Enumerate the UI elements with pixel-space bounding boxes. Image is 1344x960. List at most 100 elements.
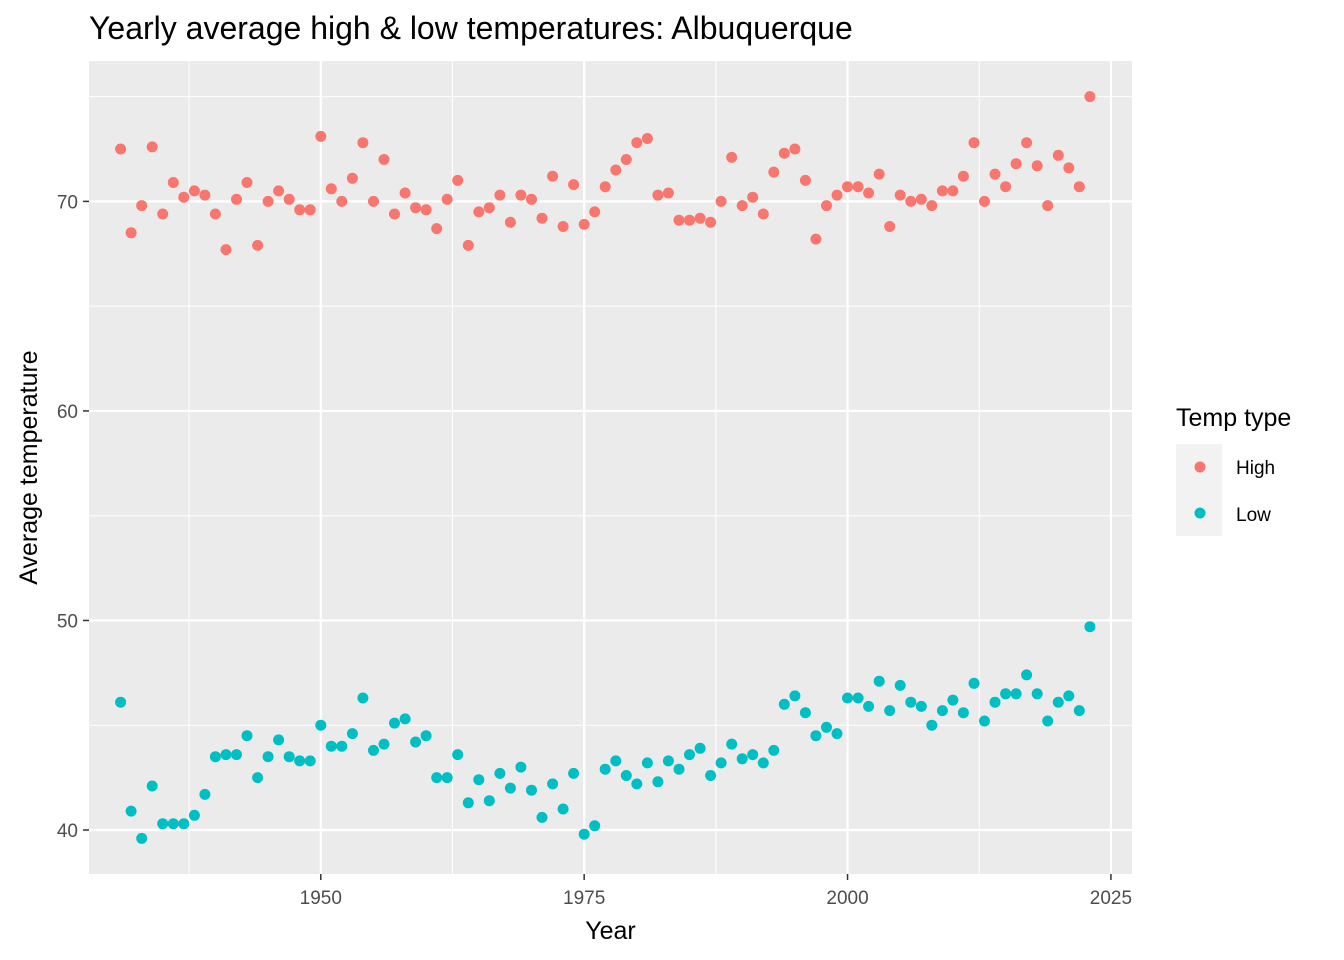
- point-low: [852, 692, 864, 704]
- point-low: [652, 776, 664, 788]
- y-tick-label: 50: [57, 611, 78, 632]
- point-low: [1063, 690, 1075, 702]
- point-high: [852, 181, 864, 193]
- point-low: [389, 717, 400, 729]
- point-high: [568, 179, 580, 191]
- point-high: [304, 204, 316, 216]
- point-high: [167, 177, 179, 188]
- point-low: [167, 818, 179, 830]
- point-low: [125, 805, 137, 817]
- point-low: [357, 692, 369, 704]
- point-high: [747, 191, 759, 203]
- point-low: [462, 797, 474, 809]
- point-high: [652, 189, 664, 201]
- point-low: [620, 770, 632, 781]
- point-high: [736, 200, 748, 212]
- point-low: [220, 749, 232, 761]
- point-low: [1000, 688, 1012, 700]
- point-low: [915, 700, 927, 712]
- point-high: [662, 187, 674, 199]
- point-low: [736, 753, 748, 765]
- point-low: [209, 751, 221, 763]
- point-high: [821, 200, 832, 212]
- point-high: [241, 177, 253, 188]
- chart-title: Yearly average high & low temperatures: …: [89, 10, 853, 46]
- point-high: [378, 154, 390, 165]
- point-high: [915, 193, 927, 205]
- point-low: [368, 744, 379, 756]
- point-low: [325, 740, 337, 752]
- point-high: [462, 239, 474, 251]
- point-high: [789, 143, 801, 155]
- point-low: [979, 715, 990, 727]
- point-high: [399, 187, 411, 199]
- point-low: [157, 818, 169, 830]
- plot-panel: [89, 61, 1132, 874]
- point-high: [515, 189, 527, 201]
- data-points: [115, 91, 1096, 844]
- point-low: [494, 767, 506, 779]
- point-high: [673, 214, 685, 226]
- point-high: [1010, 158, 1022, 170]
- point-low: [283, 751, 295, 763]
- point-low: [399, 713, 411, 725]
- legend-title: Temp type: [1176, 404, 1291, 432]
- point-high: [863, 187, 875, 199]
- point-high: [620, 154, 632, 165]
- point-high: [641, 133, 653, 144]
- point-low: [115, 696, 127, 708]
- point-low: [262, 751, 274, 763]
- point-high: [336, 195, 348, 207]
- x-tick-label: 1950: [300, 888, 342, 909]
- point-high: [768, 166, 780, 178]
- point-high: [441, 193, 453, 205]
- point-high: [220, 244, 232, 256]
- point-low: [778, 698, 790, 710]
- point-high: [1000, 181, 1012, 193]
- point-low: [989, 696, 1001, 708]
- point-low: [231, 749, 242, 761]
- point-low: [1021, 669, 1033, 681]
- point-high: [125, 227, 137, 239]
- point-high: [884, 221, 896, 232]
- point-high: [936, 185, 948, 197]
- point-low: [346, 728, 358, 740]
- legend-key-high: [1194, 461, 1206, 473]
- point-high: [431, 223, 443, 235]
- point-high: [325, 183, 337, 195]
- point-high: [262, 195, 274, 207]
- point-low: [947, 694, 959, 706]
- point-high: [599, 181, 611, 193]
- point-high: [231, 193, 242, 205]
- point-low: [315, 719, 327, 731]
- point-low: [662, 755, 674, 767]
- point-low: [420, 730, 432, 742]
- point-high: [684, 214, 695, 226]
- point-low: [747, 749, 759, 761]
- point-high: [1063, 162, 1075, 174]
- point-low: [684, 749, 695, 761]
- legend-key-low: [1194, 507, 1206, 519]
- point-low: [884, 705, 896, 717]
- point-high: [1073, 181, 1085, 193]
- point-high: [536, 212, 548, 224]
- point-low: [178, 818, 190, 830]
- point-high: [283, 193, 295, 205]
- point-low: [641, 757, 653, 769]
- point-low: [936, 705, 948, 717]
- point-high: [757, 208, 769, 220]
- point-low: [452, 749, 464, 761]
- point-high: [136, 200, 148, 212]
- point-low: [926, 719, 938, 731]
- point-high: [926, 200, 938, 212]
- point-low: [842, 692, 853, 704]
- point-low: [294, 755, 306, 767]
- point-high: [389, 208, 400, 220]
- point-low: [136, 832, 148, 844]
- point-high: [115, 143, 127, 155]
- point-low: [473, 774, 485, 786]
- point-high: [557, 221, 569, 232]
- point-low: [273, 734, 285, 746]
- point-low: [378, 738, 390, 750]
